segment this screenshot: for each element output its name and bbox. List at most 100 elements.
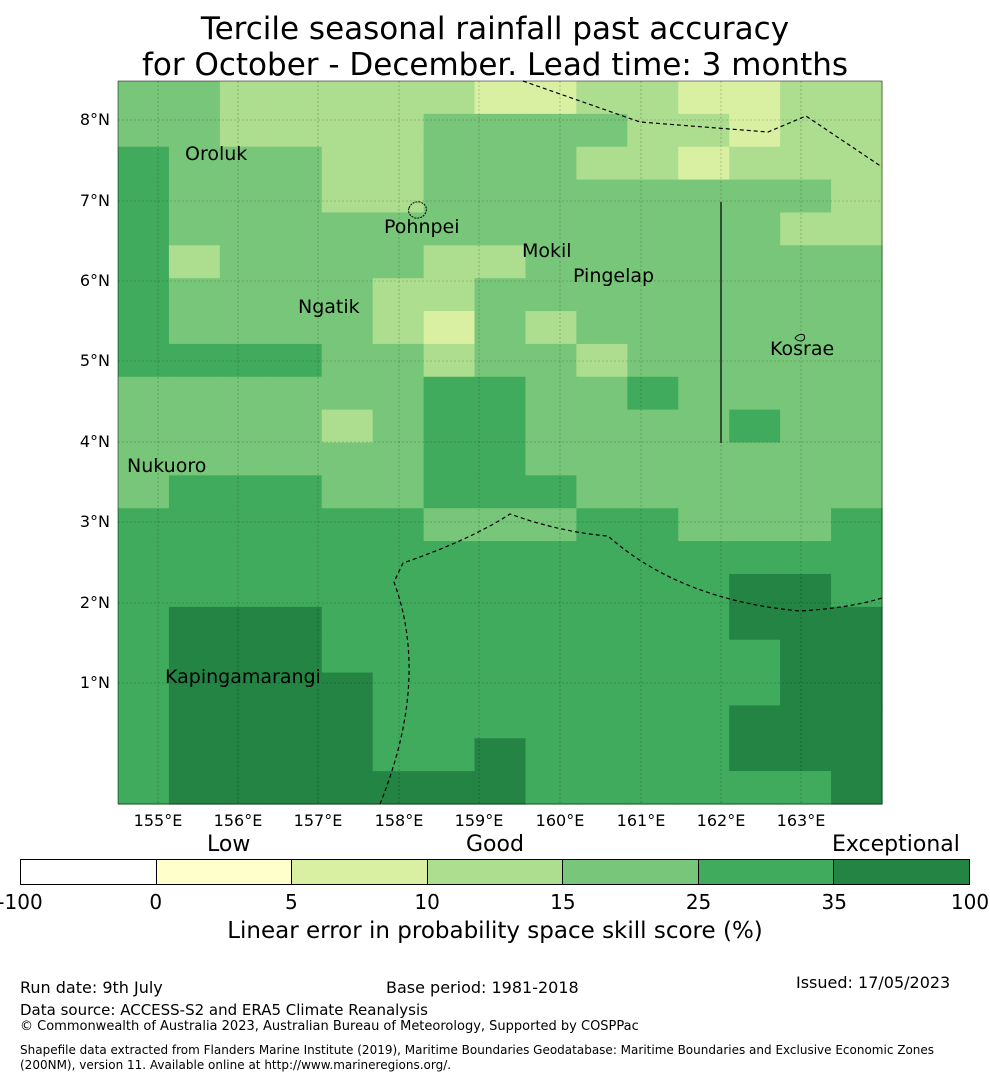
grid-cell <box>627 245 679 279</box>
grid-cell <box>831 475 883 509</box>
grid-cell <box>118 442 170 476</box>
grid-cell <box>270 212 323 246</box>
grid-cell <box>780 639 832 674</box>
grid-cell <box>576 738 628 772</box>
grid-cell <box>627 81 679 115</box>
grid-cell <box>627 475 679 509</box>
grid-cell <box>168 541 221 575</box>
grid-cell <box>168 508 221 542</box>
grid-cell <box>576 311 628 345</box>
grid-cell <box>219 573 272 608</box>
grid-cell <box>372 311 425 345</box>
grid-cell <box>423 475 476 509</box>
grid-cell <box>219 245 272 279</box>
grid-cell <box>678 311 730 345</box>
base-period: Base period: 1981-2018 <box>386 978 579 997</box>
grid-cell <box>780 672 832 707</box>
grid-cell <box>678 409 730 444</box>
grid-cell <box>118 245 170 279</box>
grid-cell <box>678 639 730 674</box>
grid-cell <box>168 705 221 739</box>
grid-cell <box>118 212 170 246</box>
grid-cell <box>423 212 476 246</box>
grid-cell <box>576 245 628 279</box>
grid-cell <box>627 639 679 674</box>
grid-cell <box>729 606 781 641</box>
grid-cell <box>270 738 323 772</box>
grid-cell <box>321 573 374 608</box>
data-source: Data source: ACCESS-S2 and ERA5 Climate … <box>20 1001 428 1019</box>
grid-cell <box>219 179 272 214</box>
grid-cell <box>780 343 832 378</box>
grid-cell <box>780 475 832 509</box>
grid-cell <box>525 278 577 312</box>
grid-cell <box>423 771 476 805</box>
grid-cell <box>678 672 730 707</box>
grid-cell <box>678 146 730 181</box>
grid-cell <box>474 376 527 411</box>
grid-cell <box>118 146 170 181</box>
grid-cell <box>729 573 781 608</box>
grid-cell <box>831 113 883 148</box>
grid-cell <box>168 245 221 279</box>
grid-cell <box>729 146 781 181</box>
grid-cell <box>474 705 527 739</box>
grid-cell <box>780 146 832 181</box>
grid-cell <box>321 212 374 246</box>
grid-cell <box>372 771 425 805</box>
grid-cell <box>168 409 221 444</box>
grid-cell <box>525 541 577 575</box>
grid-cell <box>780 376 832 411</box>
grid-cell <box>678 212 730 246</box>
grid-cell <box>168 81 221 115</box>
grid-cell <box>474 573 527 608</box>
grid-cell <box>525 639 577 674</box>
grid-cell <box>118 376 170 411</box>
grid-cell <box>423 606 476 641</box>
grid-cell <box>372 705 425 739</box>
latitude-tick-label: 3°N <box>79 512 110 531</box>
grid-cell <box>780 606 832 641</box>
grid-cell <box>678 278 730 312</box>
grid-cell <box>474 343 527 378</box>
grid-cell <box>168 639 221 674</box>
grid-cell <box>423 409 476 444</box>
latitude-tick-label: 4°N <box>79 432 110 451</box>
grid-cell <box>423 376 476 411</box>
pohnpei-island-outline <box>408 201 427 219</box>
colorbar-tick-label: 10 <box>414 890 440 914</box>
grid-cell <box>627 442 679 476</box>
grid-cell <box>576 475 628 509</box>
grid-cell <box>729 541 781 575</box>
grid-cell <box>423 343 476 378</box>
grid-cell <box>372 639 425 674</box>
grid-cell <box>474 541 527 575</box>
grid-cell <box>321 541 374 575</box>
grid-cell <box>831 245 883 279</box>
grid-cell <box>627 508 679 542</box>
grid-cell <box>168 376 221 411</box>
grid-cell <box>627 146 679 181</box>
grid-cell <box>321 146 374 181</box>
grid-cell <box>118 508 170 542</box>
grid-cell <box>321 81 374 115</box>
grid-cell <box>219 705 272 739</box>
grid-cell <box>474 81 527 115</box>
place-label: Mokil <box>522 240 572 262</box>
grid-cell <box>576 81 628 115</box>
grid-cell <box>270 343 323 378</box>
grid-cell <box>270 541 323 575</box>
grid-cell <box>576 409 628 444</box>
colorbar-segment <box>698 860 835 884</box>
grid-cell <box>270 475 323 509</box>
grid-cell <box>525 146 577 181</box>
longitude-tick-label: 158°E <box>374 811 424 830</box>
longitude-tick-label: 160°E <box>535 811 585 830</box>
grid-cell <box>219 442 272 476</box>
grid-cell <box>576 672 628 707</box>
grid-cell <box>270 705 323 739</box>
grid-cell <box>372 573 425 608</box>
colorbar-segment <box>834 860 970 884</box>
grid-cell <box>270 639 323 674</box>
grid-cell <box>372 606 425 641</box>
